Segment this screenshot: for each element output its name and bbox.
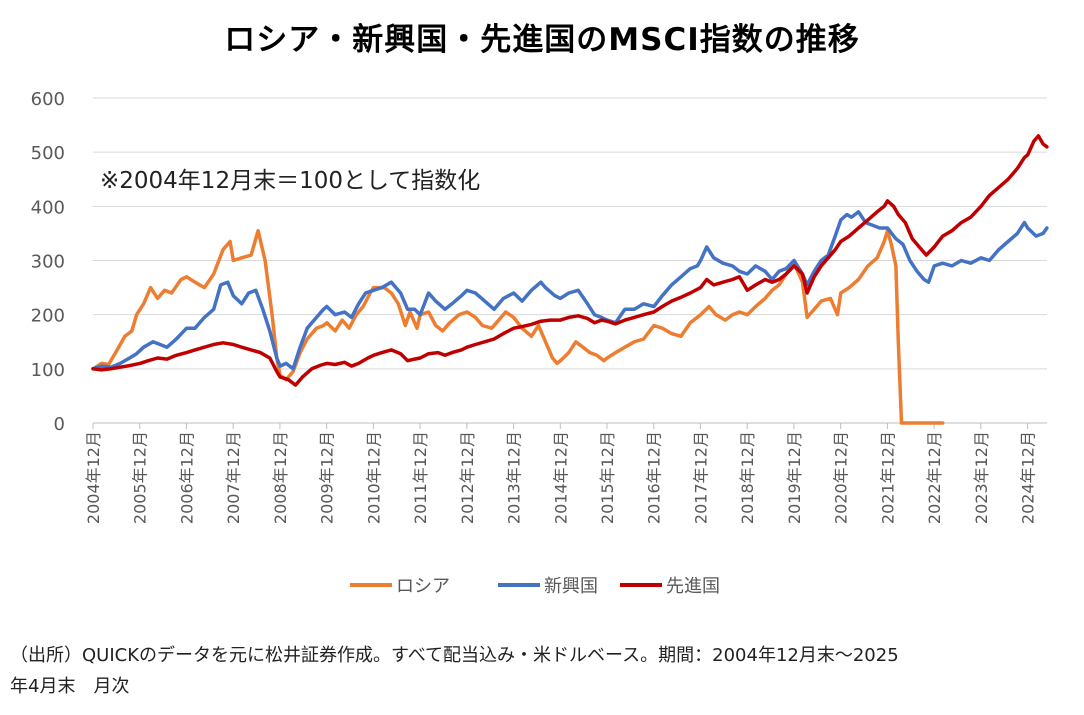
legend: ロシア 新興国 先進国 [350,576,720,597]
y-tick-label: 500 [31,143,65,164]
footnote-line-2: 年4月末 月次 [10,676,130,697]
x-tick-label: 2013年12月 [505,431,524,524]
x-tick-label: 2012年12月 [458,431,477,524]
y-tick-label: 0 [54,414,65,435]
x-tick-label: 2009年12月 [318,431,337,524]
x-tick-label: 2018年12月 [738,431,757,524]
x-tick-label: 2016年12月 [645,431,664,524]
y-tick-label: 400 [31,197,65,218]
x-tick-label: 2011年12月 [411,431,430,524]
series-line-developed [91,134,1049,387]
series-lines [91,134,1049,425]
legend-label-russia: ロシア [396,576,450,597]
footnote-line-1: （出所）QUICKのデータを元に松井証券作成。すべて配当込み・米ドルベース。期間… [10,645,899,666]
chart-title: ロシア・新興国・先進国のMSCI指数の推移 [224,22,860,58]
x-tick-label: 2006年12月 [177,431,196,524]
series-line-russia [91,228,945,425]
x-tick-label: 2017年12月 [691,431,710,524]
x-tick-label: 2019年12月 [785,431,804,524]
x-tick-label: 2023年12月 [972,431,991,524]
legend-label-developed: 先進国 [666,576,720,597]
source-footnote: （出所）QUICKのデータを元に松井証券作成。すべて配当込み・米ドルベース。期間… [10,640,1080,702]
x-tick-label: 2014年12月 [551,431,570,524]
y-tick-label: 100 [31,360,65,381]
x-tick-label: 2007年12月 [224,431,243,524]
index-note: ※2004年12月末＝100として指数化 [100,168,480,194]
series-line-emerging [91,210,1049,371]
x-tick-label: 2021年12月 [878,431,897,524]
x-axis: 2004年12月 2005年12月 2006年12月 2007年12月 2008年12月… [84,422,1047,524]
x-tick-label: 2004年12月 [84,431,103,524]
y-tick-label: 300 [31,252,65,273]
x-tick-label: 2022年12月 [925,431,944,524]
x-tick-label: 2005年12月 [131,431,150,524]
x-tick-label: 2020年12月 [832,431,851,524]
legend-label-emerging: 新興国 [544,576,598,597]
y-tick-label: 200 [31,306,65,327]
x-tick-label: 2024年12月 [1019,431,1038,524]
y-axis-labels: 0 100 200 300 400 500 600 [31,89,65,435]
x-tick-label: 2015年12月 [598,431,617,524]
y-tick-label: 600 [31,89,65,110]
x-tick-label: 2008年12月 [271,431,290,524]
x-tick-label: 2010年12月 [364,431,383,524]
